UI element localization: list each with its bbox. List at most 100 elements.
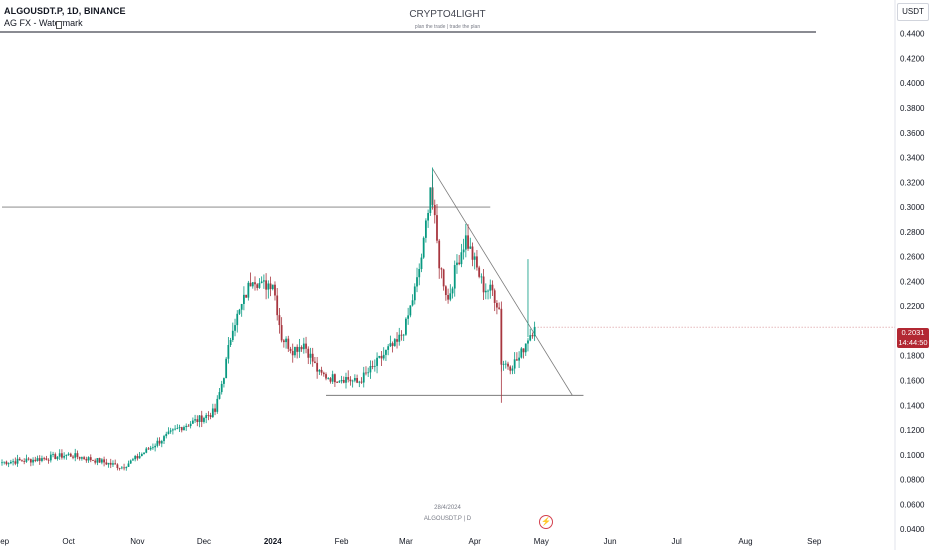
- candle-down: [27, 457, 30, 461]
- candle-up: [260, 276, 263, 284]
- candle-up: [67, 452, 70, 456]
- candle-up: [345, 372, 347, 389]
- candle-down: [400, 330, 403, 341]
- candle-body: [373, 365, 376, 367]
- candle-body: [469, 246, 472, 249]
- candle-down: [322, 371, 325, 377]
- candle-body: [513, 359, 516, 369]
- candle-down: [287, 335, 290, 352]
- candle-body: [176, 428, 179, 429]
- candle-up: [191, 417, 194, 424]
- candle-down: [320, 366, 323, 376]
- candle-down: [21, 459, 23, 462]
- candle-down: [118, 467, 121, 471]
- candle-up: [32, 457, 34, 466]
- candle-down: [114, 459, 117, 465]
- candle-down: [476, 249, 478, 271]
- candle-up: [163, 434, 165, 445]
- candle-body: [498, 307, 501, 309]
- candle-down: [515, 352, 518, 361]
- watermark-brand: CRYPTO4LIGHT: [409, 9, 486, 20]
- candle-down: [478, 265, 481, 279]
- candle-up: [511, 365, 514, 375]
- candle-body: [482, 276, 485, 293]
- candle-up: [12, 458, 14, 466]
- candle-up: [87, 456, 90, 463]
- x-tick-label: Aug: [738, 537, 752, 546]
- candle-body: [18, 458, 21, 461]
- candle-down: [274, 281, 276, 301]
- candle-up: [422, 236, 425, 259]
- candle-down: [14, 457, 17, 466]
- candle-body: [518, 357, 521, 361]
- y-tick-label: 0.1600: [900, 377, 925, 386]
- candle-body: [282, 340, 285, 343]
- candle-up: [218, 387, 221, 400]
- candle-body: [336, 382, 339, 384]
- candle-body: [89, 457, 92, 461]
- candle-up: [127, 460, 130, 468]
- candle-body: [56, 456, 59, 459]
- candle-down: [200, 410, 203, 428]
- candle-body: [118, 468, 121, 469]
- candle-down: [34, 456, 37, 463]
- last-price-value: 0.2031: [901, 328, 925, 337]
- candle-body: [385, 349, 387, 355]
- candle-up: [189, 421, 192, 429]
- candle-down: [307, 346, 310, 365]
- candle-up: [327, 377, 330, 380]
- candle-up: [407, 307, 410, 325]
- candle-up: [513, 352, 516, 374]
- candle-up: [171, 428, 174, 435]
- candle-up: [502, 360, 505, 371]
- candle-body: [256, 284, 259, 288]
- candle-up: [3, 461, 6, 465]
- candle-down: [356, 374, 358, 384]
- candle-body: [449, 293, 452, 300]
- candle-up: [52, 451, 54, 458]
- candle-body: [240, 304, 243, 310]
- candle-up: [63, 452, 66, 460]
- candle-down: [496, 300, 498, 315]
- candle-up: [140, 452, 143, 457]
- candle-up: [469, 237, 472, 250]
- currency-button[interactable]: USDT: [897, 3, 929, 21]
- candle-up: [112, 460, 114, 467]
- last-price-label: 0.2031 14:44:50: [897, 328, 929, 348]
- candle-body: [302, 343, 305, 350]
- candle-up: [413, 283, 416, 305]
- candle-body: [136, 455, 139, 459]
- candle-body: [114, 463, 117, 465]
- candle-down: [245, 294, 248, 298]
- candle-up: [36, 455, 39, 462]
- candle-up: [7, 462, 10, 468]
- candle-body: [353, 378, 356, 381]
- candle-down: [45, 455, 48, 461]
- candle-up: [65, 454, 68, 460]
- candle-body: [311, 353, 314, 362]
- candle-body: [318, 369, 321, 372]
- lightning-bolt-icon[interactable]: ⚡: [539, 515, 553, 529]
- candle-down: [493, 288, 496, 312]
- candle-body: [105, 462, 108, 465]
- candle-body: [462, 249, 465, 253]
- candle-body: [120, 467, 123, 469]
- candle-body: [400, 334, 403, 336]
- candle-down: [269, 276, 272, 297]
- candle-body: [61, 453, 63, 458]
- y-tick-label: 0.4400: [900, 30, 925, 39]
- symbol-title[interactable]: ALGOUSDT.P, 1D, BINANCE: [4, 6, 126, 16]
- candle-down: [214, 403, 216, 416]
- candle-up: [238, 308, 241, 316]
- candle-body: [218, 392, 221, 399]
- candle-body: [349, 379, 352, 382]
- candle-body: [322, 372, 325, 375]
- candle-down: [491, 280, 494, 297]
- candle-down: [371, 360, 374, 370]
- candle-body: [285, 338, 287, 343]
- candle-body: [236, 313, 239, 326]
- candle-body: [34, 459, 37, 462]
- indicator-label[interactable]: AG FX - Watermark: [4, 18, 83, 28]
- candle-body: [345, 377, 347, 383]
